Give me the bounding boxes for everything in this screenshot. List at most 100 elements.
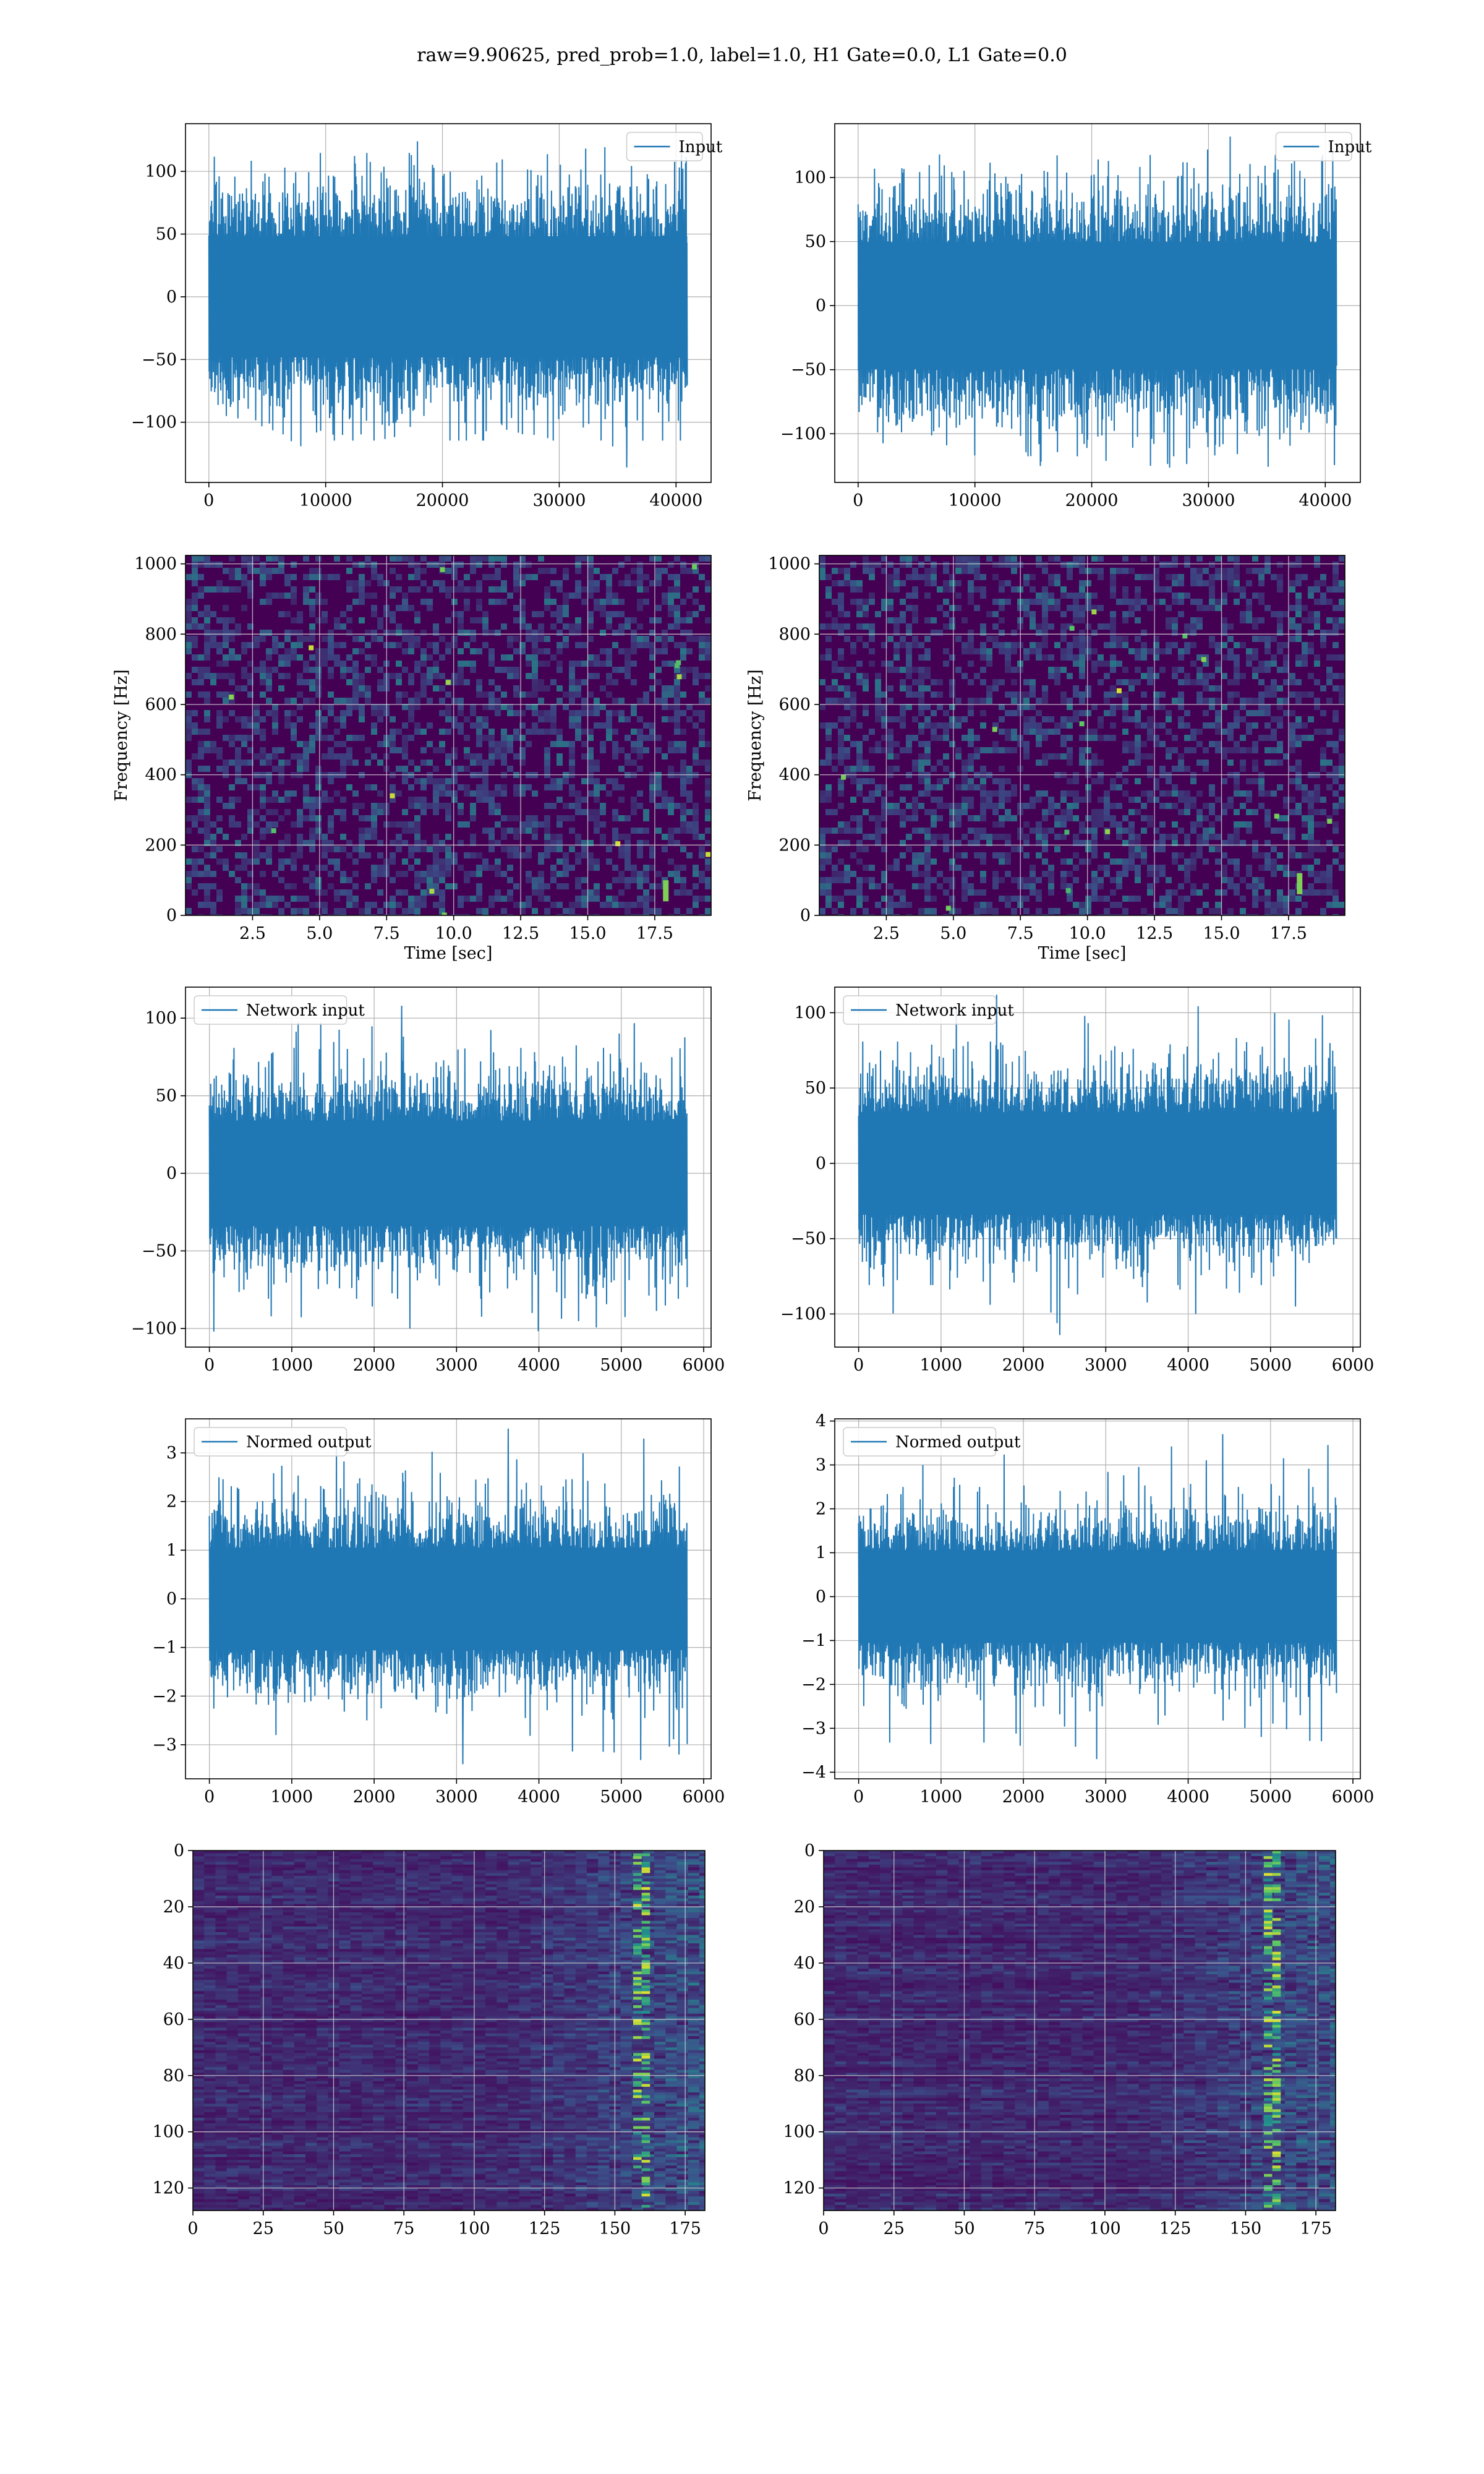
heatmap-cell (1153, 599, 1159, 605)
heatmap-cell (470, 790, 476, 797)
heatmap-cell (980, 698, 986, 704)
heatmap-cell (999, 630, 1005, 636)
heatmap-cell (1234, 889, 1240, 896)
heatmap-cell (365, 914, 371, 915)
heatmap-cell (495, 889, 501, 896)
heatmap-cell (1030, 889, 1036, 896)
heatmap-cell (340, 889, 346, 896)
heatmap-cell (680, 883, 686, 889)
heatmap-cell (458, 586, 464, 593)
heatmap-cell (303, 555, 309, 562)
heatmap-cell (1023, 722, 1030, 729)
heatmap-cell (1147, 797, 1153, 803)
heatmap-cell (1060, 735, 1067, 741)
x-tick-label: 4000 (518, 1356, 560, 1375)
heatmap-cell (825, 852, 832, 858)
heatmap-cell (850, 815, 856, 821)
heatmap-cell (1054, 722, 1060, 729)
heatmap-cell (501, 691, 507, 698)
heatmap-cell (606, 710, 612, 716)
heatmap-cell (931, 784, 937, 790)
heatmap-cell (359, 562, 365, 568)
heatmap-cell (631, 747, 637, 753)
heatmap-cell (519, 902, 526, 908)
heatmap-cell (949, 716, 955, 722)
heatmap-cell (625, 716, 631, 722)
heatmap-cell (631, 630, 637, 636)
y-tick-label: 1 (166, 1541, 177, 1560)
heatmap-cell (693, 568, 699, 574)
heatmap-cell (513, 852, 519, 858)
heatmap-cell (1215, 568, 1221, 574)
heatmap-cell (612, 877, 618, 883)
heatmap-cell (315, 784, 322, 790)
heatmap-cell (1246, 710, 1252, 716)
heatmap-cell (1295, 599, 1302, 605)
heatmap-cell (1036, 648, 1042, 654)
heatmap-cell (1178, 896, 1184, 902)
heatmap-cell (272, 710, 278, 716)
heatmap-cell (241, 883, 247, 889)
heatmap-cell (1079, 710, 1085, 716)
heatmap-cell (322, 790, 328, 797)
heatmap-cell (532, 574, 538, 580)
heatmap-cell (838, 735, 844, 741)
heatmap-cell (553, 1851, 565, 1854)
heatmap-cell (1339, 735, 1345, 741)
heatmap-cell (365, 852, 371, 858)
heatmap-cell (962, 642, 968, 648)
heatmap-cell (844, 828, 850, 834)
heatmap-cell (278, 760, 284, 766)
heatmap-cell (1264, 648, 1271, 654)
heatmap-cell (346, 896, 352, 902)
heatmap-cell (408, 896, 414, 902)
heatmap-cell (1159, 914, 1166, 915)
heatmap-cell (390, 593, 396, 599)
heatmap-cell (986, 654, 992, 661)
heatmap-cell (371, 710, 377, 716)
heatmap-cell (210, 586, 216, 593)
heatmap-cell (1308, 673, 1314, 679)
heatmap-cell (856, 747, 863, 753)
heatmap-cell (1005, 691, 1011, 698)
heatmap-cell (463, 1856, 475, 1860)
heatmap-cell (1240, 716, 1246, 722)
heatmap-cell (340, 722, 346, 729)
heatmap-cell (980, 815, 986, 821)
heatmap-cell (1178, 599, 1184, 605)
heatmap-cell (192, 667, 198, 673)
heatmap-cell (980, 667, 986, 673)
heatmap-cell (519, 562, 526, 568)
heatmap-cell (1166, 889, 1172, 896)
heatmap-cell (1067, 883, 1073, 889)
heatmap-cell (420, 902, 427, 908)
heatmap-cell (668, 605, 674, 611)
heatmap-cell (1320, 821, 1326, 828)
heatmap-cell (550, 803, 556, 809)
heatmap-cell (1234, 858, 1240, 865)
heatmap-cell (1252, 914, 1258, 915)
heatmap-cell (377, 809, 383, 815)
heatmap-cell (439, 673, 445, 679)
heatmap-cell (881, 803, 887, 809)
heatmap-cell (924, 790, 931, 797)
heatmap-cell (229, 784, 235, 790)
heatmap-cell (1172, 642, 1178, 648)
heatmap-cell (587, 735, 594, 741)
heatmap-cell (260, 747, 266, 753)
heatmap-cell (532, 908, 538, 914)
heatmap-cell (1320, 642, 1326, 648)
heatmap-cell (1258, 883, 1264, 889)
heatmap-cell (402, 630, 408, 636)
heatmap-cell (1153, 673, 1159, 679)
heatmap-cell (1122, 914, 1128, 915)
heatmap-cell (1116, 902, 1122, 908)
heatmap-cell (875, 821, 881, 828)
heatmap-cell (587, 593, 594, 599)
heatmap-cell (476, 617, 482, 623)
heatmap-cell (229, 555, 235, 562)
heatmap-cell (532, 834, 538, 840)
heatmap-cell (309, 623, 315, 630)
heatmap-cell (284, 648, 291, 654)
heatmap-cell (1110, 722, 1116, 729)
